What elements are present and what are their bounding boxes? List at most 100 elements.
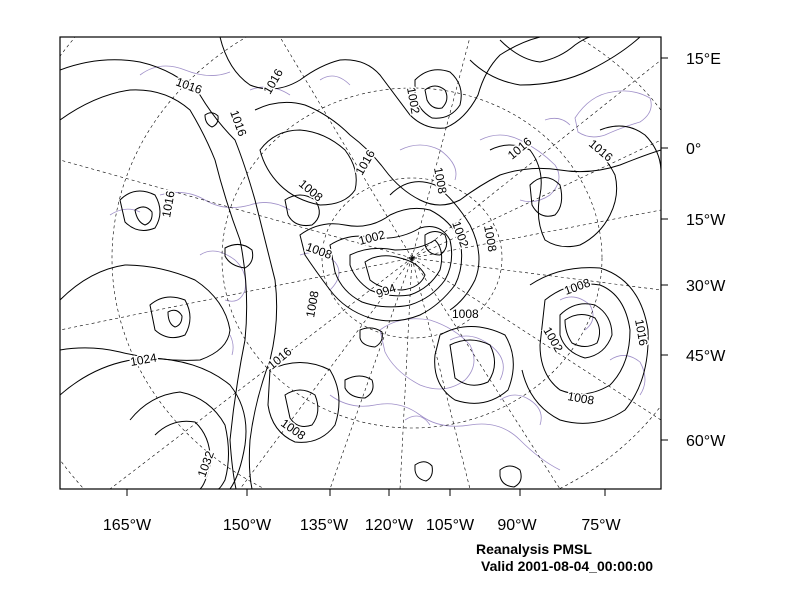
- isobar: [389, 181, 480, 311]
- low-center-marker: [407, 253, 417, 263]
- contour-label: 1016: [265, 344, 295, 372]
- coastline-alaska: [199, 250, 246, 356]
- bottom-ticks: [126, 489, 606, 496]
- contour-label: 1002: [449, 219, 471, 249]
- contour-label: 1008: [562, 275, 592, 297]
- lat-label: 0°: [686, 141, 701, 158]
- contour-label: 1008: [278, 416, 308, 443]
- isobar: [60, 264, 231, 361]
- isobar: [539, 283, 631, 395]
- meridian-line: [411, 139, 661, 259]
- contour-label: 1016: [352, 147, 378, 177]
- contour-label: 1032: [195, 449, 217, 479]
- isobar: [254, 101, 661, 206]
- bottom-axis: 165°W 150°W 135°W 120°W 105°W 90°W 75°W: [103, 517, 622, 534]
- lat-label: 60°W: [686, 433, 726, 450]
- contour-label: 1008: [452, 307, 479, 321]
- lat-label: 15°W: [686, 212, 726, 229]
- isobar: [344, 375, 374, 399]
- contour-label: 1002: [404, 86, 422, 115]
- isobar: [349, 239, 443, 297]
- coastline-arctic-islands: [109, 192, 340, 291]
- coastline-siberia: [139, 65, 351, 96]
- isobar: [424, 85, 448, 109]
- isobar: [449, 339, 495, 386]
- contour-label: 1002: [540, 325, 566, 355]
- isobar: [414, 461, 433, 482]
- isobar: [259, 129, 357, 206]
- meridian-line: [109, 257, 413, 489]
- map-title: Reanalysis PMSL: [476, 541, 592, 557]
- meridian-line: [329, 257, 413, 489]
- contour-label: 994: [374, 281, 398, 301]
- isobar: [154, 420, 211, 489]
- meridian-line: [411, 209, 661, 259]
- contour-label: 1008: [304, 240, 334, 262]
- coastlines: [109, 65, 652, 471]
- coastline-north-america: [329, 335, 561, 471]
- isobar: [299, 207, 463, 322]
- lon-label: 165°W: [103, 517, 152, 534]
- isobar: [434, 326, 514, 404]
- isobar: [564, 314, 601, 347]
- isobar: [119, 190, 161, 231]
- isobar: [267, 362, 340, 443]
- contour-label: 1016: [632, 318, 650, 347]
- meridian-line: [411, 257, 471, 489]
- meridian-line: [279, 37, 413, 259]
- coastline-europe: [479, 117, 571, 203]
- isobar: [499, 37, 591, 63]
- isobar: [60, 89, 248, 489]
- meridian-line: [239, 257, 413, 489]
- isobar: [167, 309, 183, 328]
- lat-label: 15°E: [686, 51, 721, 68]
- meridian-line: [399, 257, 413, 489]
- contour-label: 1016: [505, 134, 535, 162]
- isobar: [224, 244, 254, 269]
- lon-label: 120°W: [365, 517, 414, 534]
- meridian-line: [411, 257, 561, 489]
- contour-labels: 1016 1016 1016 1016 1016 1016 1016 1002 …: [128, 65, 652, 481]
- isobar: [134, 206, 153, 226]
- lon-label: 75°W: [581, 517, 621, 534]
- lon-label: 135°W: [300, 517, 349, 534]
- plot-frame: [59, 36, 662, 490]
- meridian-line: [411, 59, 661, 259]
- contour-label: 1016: [174, 75, 204, 97]
- meridian-line: [411, 257, 661, 421]
- coastline-misc: [399, 144, 646, 426]
- meridian-line: [60, 159, 413, 259]
- isobar: [149, 296, 191, 339]
- meridian-line: [60, 257, 413, 331]
- meridian-line: [411, 37, 471, 259]
- contour-label: 1016: [227, 108, 249, 138]
- right-axis: 15°E 0° 15°W 30°W 45°W 60°W: [686, 51, 726, 450]
- valid-time: Valid 2001-08-04_00:00:00: [481, 558, 654, 574]
- isobar: [521, 267, 649, 424]
- coastline-greenland: [574, 90, 652, 138]
- isobar: [424, 231, 448, 256]
- contour-label: 1016: [260, 66, 286, 96]
- isobar: [204, 112, 219, 128]
- isobar: [489, 144, 618, 248]
- isobar: [219, 37, 541, 129]
- isobar: [499, 465, 522, 488]
- contour-label: 1016: [159, 189, 177, 218]
- isobar: [529, 177, 563, 217]
- lon-label: 90°W: [497, 517, 537, 534]
- contour-label: 1008: [296, 177, 326, 205]
- contour-label: 1008: [303, 289, 321, 318]
- isobars: [60, 37, 661, 489]
- isobar: [469, 37, 641, 86]
- contour-label: 1024: [129, 350, 158, 368]
- isobar: [559, 303, 613, 359]
- lat-label: 45°W: [686, 348, 726, 365]
- right-ticks: [661, 57, 668, 441]
- isobar: [359, 327, 383, 348]
- isobar: [364, 255, 426, 291]
- isobar: [599, 125, 661, 171]
- lat-label: 30°W: [686, 278, 726, 295]
- contour-label: 1008: [481, 224, 499, 253]
